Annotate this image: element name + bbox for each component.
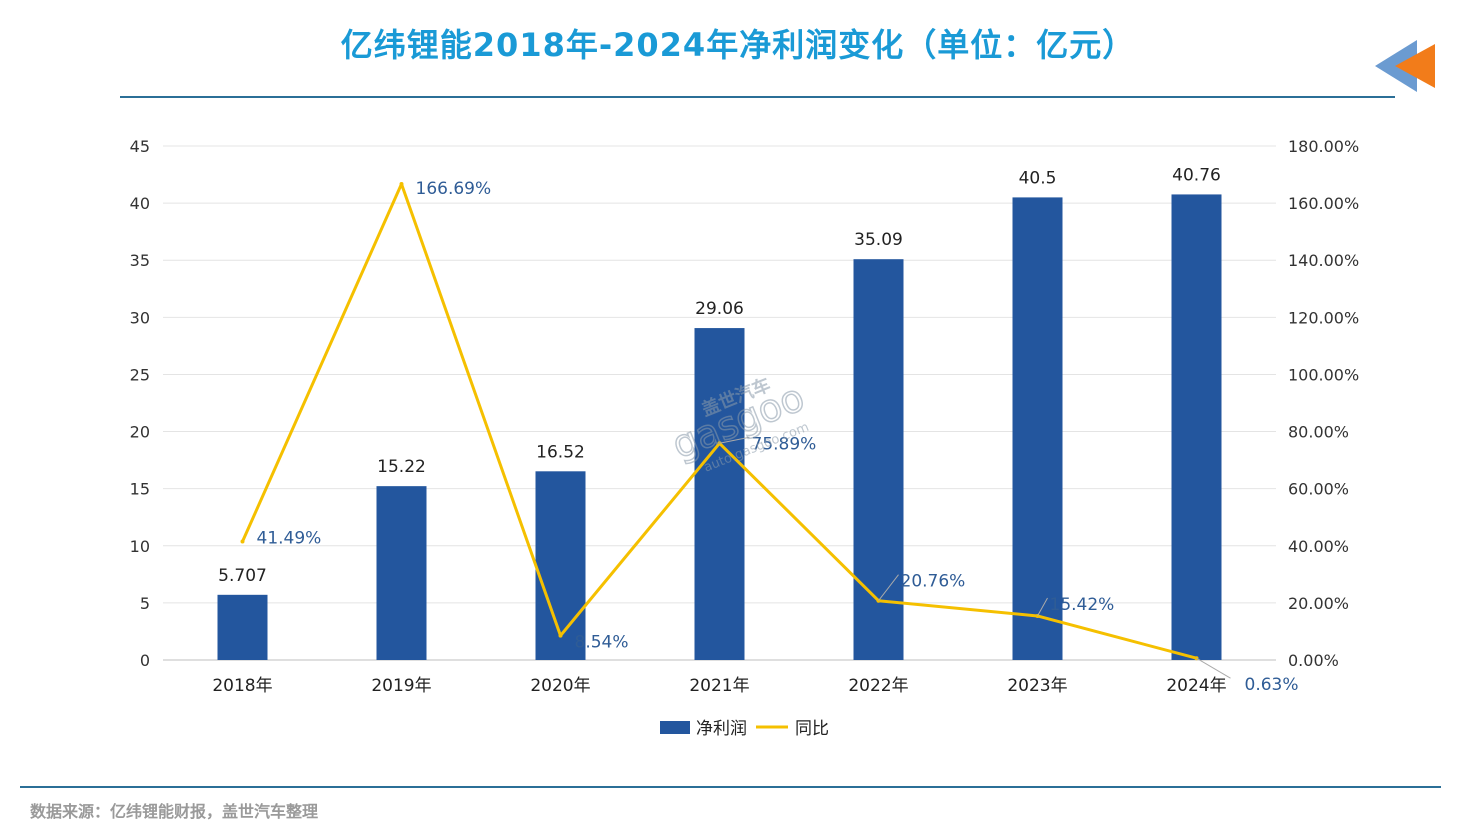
bar	[694, 328, 745, 660]
line-value-label: 41.49%	[257, 529, 322, 549]
legend-label-bar: 净利润	[696, 719, 747, 739]
bar-value-label: 15.22	[377, 457, 426, 477]
x-tick-label: 2024年	[1166, 676, 1226, 696]
x-tick-label: 2019年	[371, 676, 431, 696]
right-axis-ticks: 0.00% 20.00% 40.00% 60.00% 80.00% 100.00% 120.…	[1288, 137, 1359, 670]
bar-value-labels: 5.707 15.22 16.52 29.06 35.09 40.5 40.76	[218, 165, 1221, 585]
bar	[535, 471, 586, 660]
label-leader-line	[878, 574, 899, 602]
left-tick-label: 40	[130, 194, 150, 213]
legend-swatch-bar	[660, 721, 690, 734]
x-tick-label: 2020年	[530, 676, 590, 696]
left-tick-label: 25	[130, 365, 150, 384]
bar-value-label: 29.06	[695, 299, 744, 319]
legend-label-line: 同比	[795, 719, 829, 739]
chart: 0 5 10 15 20 25 30 35 40 45 0.00% 20.00% 40.00% 60.0…	[130, 137, 1360, 739]
title-divider	[120, 96, 1395, 98]
arrow-left-icon	[1375, 40, 1435, 92]
right-tick-label: 0.00%	[1288, 651, 1339, 670]
right-tick-label: 60.00%	[1288, 480, 1349, 499]
bar-series	[217, 194, 1222, 660]
gasgoo-watermark: 盖世汽车 gasgoo auto.gasgoo.com	[665, 373, 811, 472]
bar-value-label: 40.5	[1019, 168, 1057, 188]
bar	[1012, 197, 1063, 660]
right-tick-label: 40.00%	[1288, 537, 1349, 556]
footer-divider	[20, 786, 1441, 788]
line-point	[558, 633, 563, 638]
left-tick-label: 5	[140, 594, 150, 613]
right-tick-label: 100.00%	[1288, 365, 1359, 384]
right-tick-label: 180.00%	[1288, 137, 1359, 156]
left-tick-label: 20	[130, 423, 150, 442]
legend: 净利润 同比	[660, 719, 829, 739]
left-axis-ticks: 0 5 10 15 20 25 30 35 40 45	[130, 137, 150, 670]
left-tick-label: 30	[130, 308, 150, 327]
line-value-label: 8.54%	[575, 633, 629, 653]
bar	[853, 259, 904, 660]
x-axis-ticks: 2018年 2019年 2020年 2021年 2022年 2023年 2024年	[212, 676, 1226, 696]
line-value-label: 15.42%	[1050, 595, 1115, 615]
line-value-label: 166.69%	[416, 179, 492, 199]
left-tick-label: 15	[130, 480, 150, 499]
line-value-labels: 41.49% 166.69% 8.54% 75.89% 20.76% 15.42% 0.63…	[257, 179, 1299, 695]
label-leader-line	[1196, 657, 1231, 679]
right-tick-label: 140.00%	[1288, 251, 1359, 270]
line-point	[240, 539, 245, 544]
right-tick-label: 20.00%	[1288, 594, 1349, 613]
right-tick-label: 120.00%	[1288, 308, 1359, 327]
right-tick-label: 160.00%	[1288, 194, 1359, 213]
label-leader-line	[1037, 597, 1048, 617]
x-tick-label: 2023年	[1007, 676, 1067, 696]
line-value-label: 20.76%	[901, 572, 966, 592]
left-tick-label: 35	[130, 251, 150, 270]
right-tick-label: 80.00%	[1288, 423, 1349, 442]
left-tick-label: 45	[130, 137, 150, 156]
x-tick-label: 2021年	[689, 676, 749, 696]
x-tick-label: 2022年	[848, 676, 908, 696]
x-tick-label: 2018年	[212, 676, 272, 696]
left-tick-label: 10	[130, 537, 150, 556]
label-leader-line	[719, 436, 750, 444]
line-point	[399, 182, 404, 187]
bar-value-label: 40.76	[1172, 165, 1221, 185]
bar-value-label: 5.707	[218, 566, 267, 586]
chart-title: 亿纬锂能2018年-2024年净利润变化（单位：亿元）	[340, 26, 1136, 64]
line-value-label: 75.89%	[752, 434, 817, 454]
source-note: 数据来源：亿纬锂能财报，盖世汽车整理	[30, 802, 319, 821]
bar-value-label: 35.09	[854, 230, 903, 250]
bar-value-label: 16.52	[536, 442, 585, 462]
bar	[217, 594, 268, 660]
bar	[376, 486, 427, 660]
line-value-label: 0.63%	[1245, 675, 1299, 695]
bar	[1171, 194, 1222, 660]
left-tick-label: 0	[140, 651, 150, 670]
